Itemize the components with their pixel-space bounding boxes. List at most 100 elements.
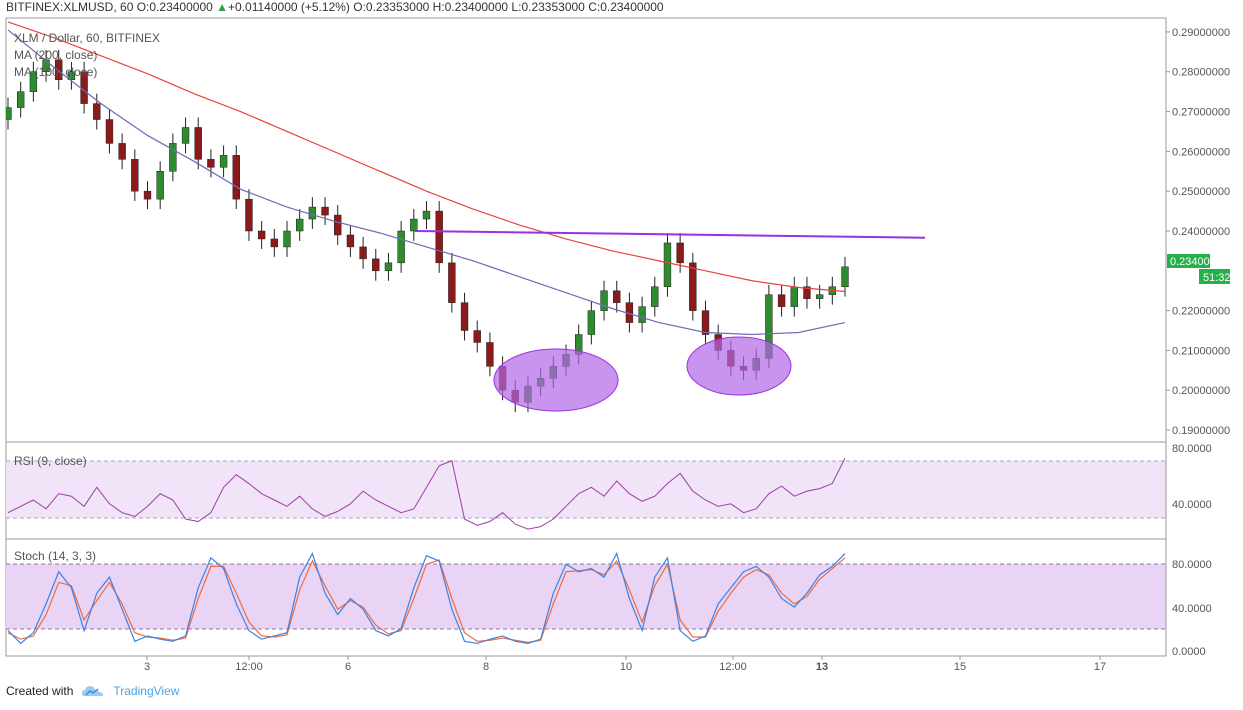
time-tick-label: 8 [483,661,489,673]
open-label: O: [136,0,150,14]
price-tick-label: 0.20000000 [1172,385,1230,397]
left-bottom-ellipse [493,348,619,412]
time-tick-label: 15 [954,661,966,673]
close-label: C: [588,0,601,14]
candle-body [663,242,672,287]
candle-body [600,290,608,311]
candle-body [105,119,114,144]
candle-body [397,230,405,264]
candle-body [55,59,63,80]
tradingview-link[interactable]: TradingView [113,684,180,698]
candle-body [651,286,659,307]
rsi-line [7,457,846,530]
price-axis: 0.29000000 0.28000000 0.27000000 0.26000000… [1166,27,1230,437]
candle-body [777,294,786,307]
candle-body [841,266,849,287]
candle-body [295,218,304,232]
candle-body [473,330,481,343]
stoch-k-line [7,551,846,645]
low-value: 0.23353000 [521,0,585,14]
symbol-label: BITFINEX:XLMUSD, 60 [6,0,134,14]
change-value: +0.01140000 (+5.12%) [228,0,350,14]
price-tick-label: 0.19000000 [1172,425,1230,437]
ma100-line [7,29,846,336]
o2-label: O: [353,0,366,14]
candle-body [422,210,431,220]
resistance-line [414,229,926,239]
countdown-tag [1199,269,1230,284]
candle-body [219,155,228,168]
right-bottom-ellipse [686,336,792,396]
candle-body [638,306,646,323]
candle-body [359,246,367,260]
tradingview-cloud-icon [82,686,104,696]
footer: Created with TradingView [6,684,179,698]
rsi-tick-label: 40.0000 [1172,499,1212,511]
candle-body [346,234,355,248]
price-tick-label: 0.25000000 [1172,186,1230,198]
candle-body [460,302,469,331]
time-tick-label: 17 [1094,661,1106,673]
time-tick-label: 3 [144,661,150,673]
stoch-d-line [7,557,846,643]
time-tick-label: 6 [345,661,351,673]
rsi-plot: 80.0000 40.0000 [7,443,1212,530]
price-tick-label: 0.29000000 [1172,27,1230,39]
candle-body [67,71,76,80]
high-label: H: [432,0,445,14]
candle-body [790,286,798,307]
candle-body [194,127,202,160]
candle-body [701,310,710,335]
candle-body [207,159,215,168]
stoch-label: Stoch (14, 3, 3) [14,549,96,563]
candle-body [16,91,25,108]
time-tick-label: 12:00 [719,661,747,673]
created-with-label: Created with [6,684,74,698]
price-tick-label: 0.24000000 [1172,226,1230,238]
ohlc-header: BITFINEX:XLMUSD, 60 O: 0.23400000 ▲+0.011… [6,0,664,16]
price-tick-label: 0.27000000 [1172,107,1230,119]
high-value: 0.23400000 [444,0,509,14]
candle-body [169,143,177,172]
countdown-value: 51:32 [1203,272,1231,284]
candle-body [334,214,342,236]
change-up-icon: ▲ [216,0,229,14]
price-tag [1167,254,1210,268]
stoch-tick-label: 0.0000 [1172,646,1206,658]
stoch-tick-label: 40.0000 [1172,603,1212,615]
price-tag-value: 0.23400000 [1170,256,1228,268]
candle-body [486,342,494,367]
ma100-label: MA (100, close) [14,65,97,79]
time-axis: 3 12:00 6 8 10 12:00 13 15 17 [144,656,1106,673]
candle-body [689,262,697,311]
stoch-band [6,564,1166,629]
time-tick-label: 13 [816,661,828,673]
close-value: 0.23400000 [600,0,664,14]
candle-body [587,310,596,335]
candle-body [803,286,811,299]
price-tick-label: 0.21000000 [1172,345,1230,357]
candle-body [435,210,443,264]
time-tick-label: 12:00 [235,661,263,673]
plot-frame [5,17,1167,657]
candle-body [283,230,291,248]
candle-body [118,143,126,160]
candle-body [143,190,152,200]
candle-body [448,262,456,303]
o2-value: 0.23353000 [365,0,430,14]
candle-body [372,258,380,272]
ma200-line [7,21,846,293]
candle-body [156,171,164,200]
rsi-tick-label: 80.0000 [1172,443,1212,455]
candle-body [308,206,317,220]
candle-body [181,127,190,144]
candle-body [93,103,101,120]
candle-body [384,262,393,272]
price-tick-label: 0.28000000 [1172,67,1230,79]
chart-title: XLM / Dollar, 60, BITFINEX [14,31,160,45]
candle-body [29,71,38,92]
price-tick-label: 0.22000000 [1172,306,1230,318]
candle-body [42,59,50,72]
candle-body [815,294,824,299]
